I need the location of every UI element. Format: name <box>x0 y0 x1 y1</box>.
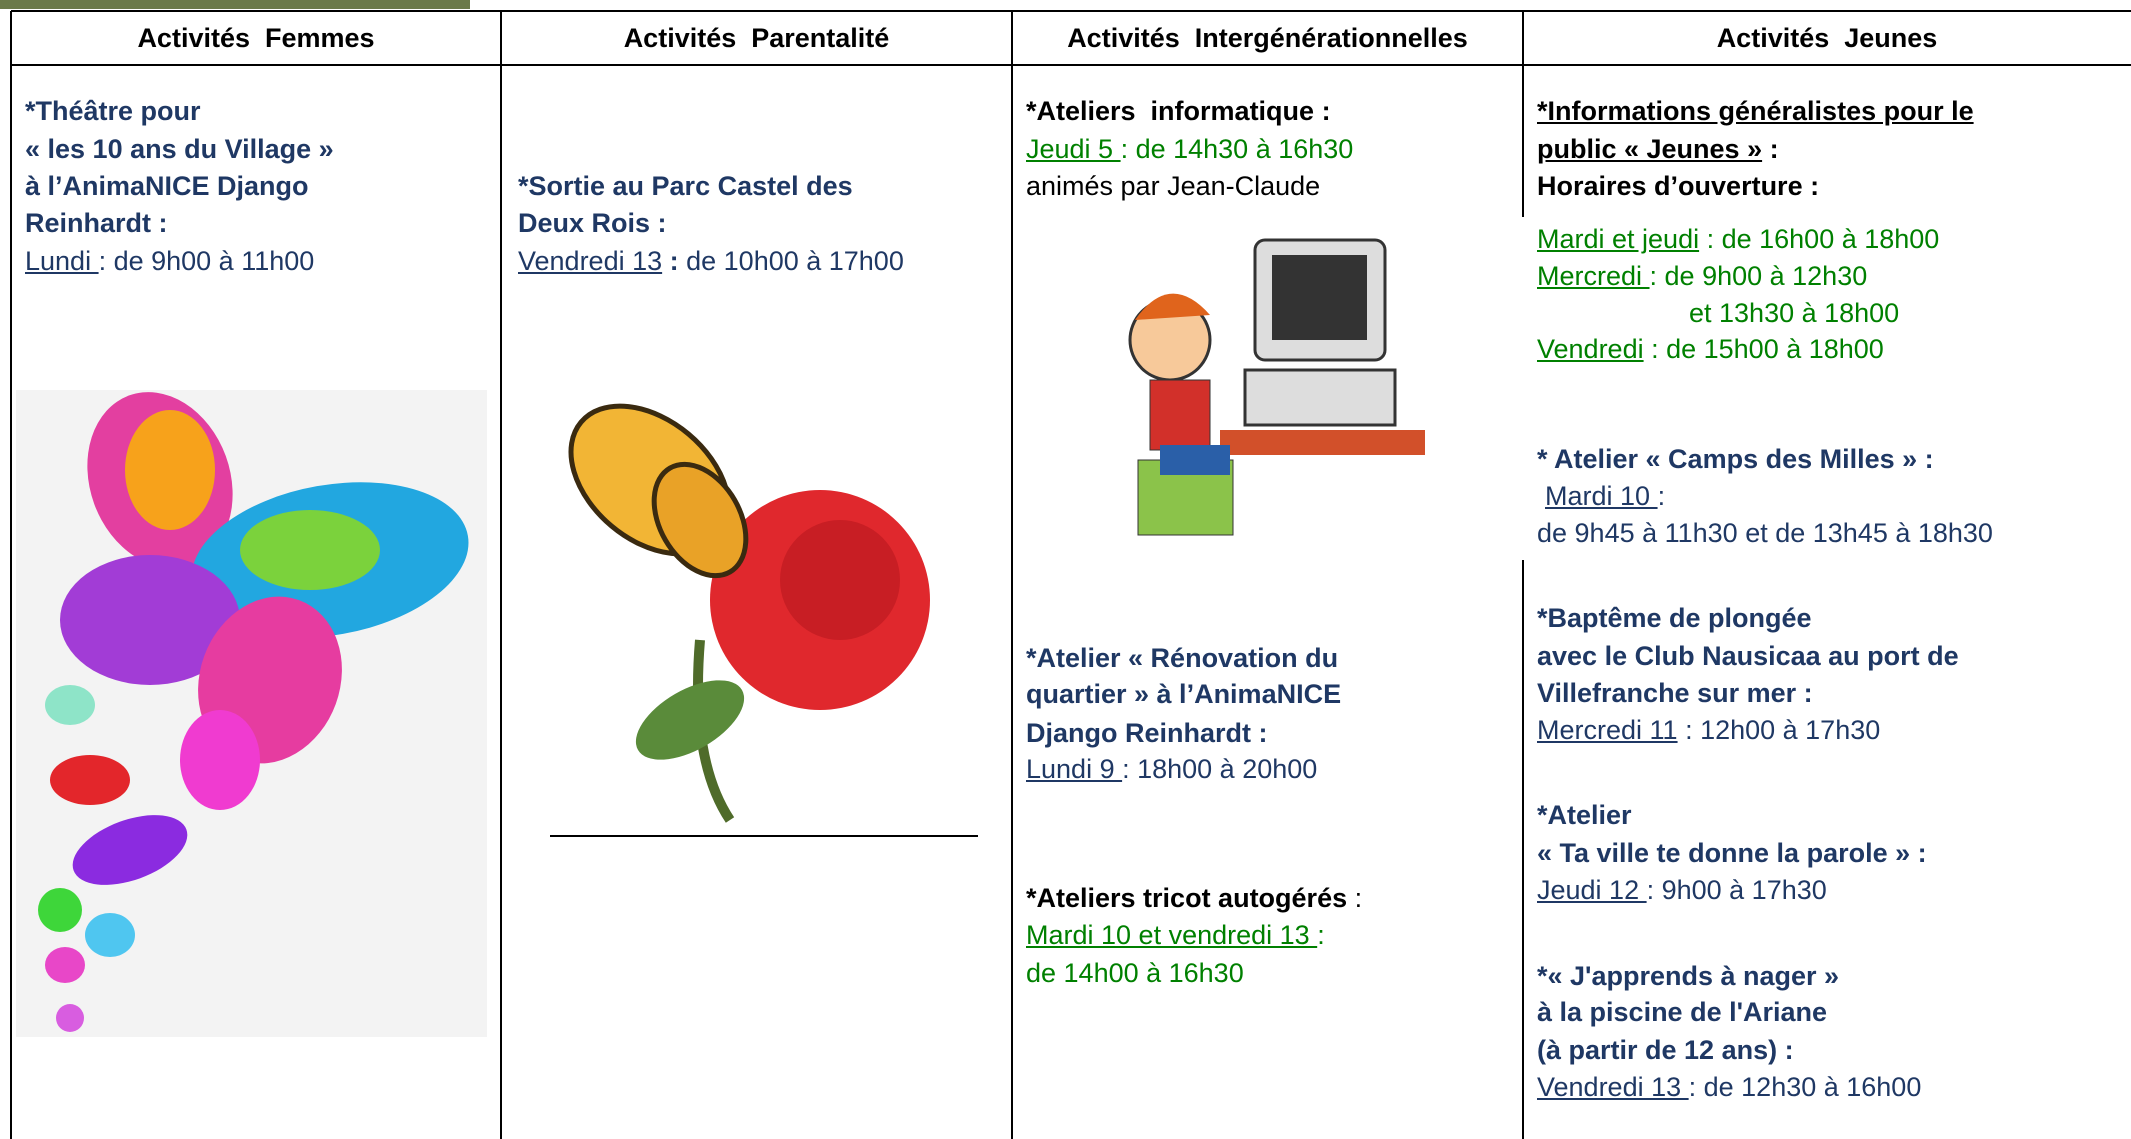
activity-title: *Ateliers tricot autogérés : <box>1026 880 1362 916</box>
day: Vendredi 13 <box>518 246 663 276</box>
title: *Ateliers tricot autogérés <box>1026 883 1348 913</box>
separator: : <box>1347 883 1363 913</box>
computer-image <box>1128 238 1425 536</box>
activity-title: public « Jeunes » : <box>1537 131 1779 167</box>
day: Jeudi 5 <box>1026 134 1121 164</box>
schedule-line: Mercredi : de 9h00 à 12h30 <box>1537 258 1867 294</box>
activity-title: Django Reinhardt : <box>1026 718 1268 748</box>
activity-title: « les 10 ans du Village » <box>25 134 334 164</box>
schedule-line: Vendredi : de 15h00 à 18h00 <box>1537 331 1884 367</box>
activity-title: *Atelier « Rénovation du <box>1026 643 1339 673</box>
schedule-line: Jeudi 5 : de 14h30 à 16h30 <box>1026 131 1353 167</box>
schedule-line: Vendredi 13 : de 12h30 à 16h00 <box>1537 1069 1921 1105</box>
day: Mardi 10 <box>1545 481 1658 511</box>
activity-title: *Atelier <box>1537 800 1632 830</box>
activity-title: Horaires d’ouverture : <box>1537 171 1820 201</box>
day: Lundi <box>25 246 99 276</box>
activity-title: Reinhardt : <box>25 208 168 238</box>
separator: : <box>1762 134 1779 164</box>
activity-title: Deux Rois : <box>518 208 667 238</box>
day: Vendredi <box>1537 334 1644 364</box>
schedule-line: et 13h30 à 18h00 <box>1689 298 1900 328</box>
day: Jeudi 12 <box>1537 875 1647 905</box>
activity-title: *Sortie au Parc Castel des <box>518 171 853 201</box>
activity-title: *Théâtre pour <box>25 96 201 126</box>
day: Vendredi 13 <box>1537 1072 1689 1102</box>
schedule-line: Mercredi 11 : 12h00 à 17h30 <box>1537 712 1880 748</box>
schedule-line: de 14h00 à 16h30 <box>1026 958 1244 988</box>
time: : 9h00 à 17h30 <box>1646 875 1827 905</box>
time: : <box>1657 481 1666 511</box>
column-header: Activités Parentalité <box>623 22 890 53</box>
activity-title: (à partir de 12 ans) : <box>1537 1035 1794 1065</box>
schedule-line: Jeudi 12 : 9h00 à 17h30 <box>1537 872 1827 908</box>
activity-title: à l’AnimaNICE Django <box>25 171 309 201</box>
time: : de 14h30 à 16h30 <box>1120 134 1354 164</box>
activity-title: quartier » à l’AnimaNICE <box>1026 679 1342 709</box>
time: : de 9h00 à 11h00 <box>98 246 315 276</box>
schedule-line: de 9h45 à 11h30 et de 13h45 à 18h30 <box>1537 518 1993 548</box>
schedule-line: Mardi 10 et vendredi 13 : <box>1026 917 1325 953</box>
schedule-line: Vendredi 13 : de 10h00 à 17h00 <box>518 243 904 279</box>
activity-title: *Ateliers informatique : <box>1026 96 1331 126</box>
day: Lundi 9 <box>1026 754 1123 784</box>
schedule-line: Mardi 10 : <box>1545 478 1665 514</box>
activity-title: avec le Club Nausicaa au port de <box>1537 641 1959 671</box>
time: : 12h00 à 17h30 <box>1677 715 1881 745</box>
activity-title: à la piscine de l'Ariane <box>1537 997 1828 1027</box>
day: Mardi et jeudi <box>1537 224 1700 254</box>
activity-title: *« J'apprends à nager » <box>1537 961 1840 991</box>
day: Mardi 10 et vendredi 13 <box>1026 920 1318 950</box>
activity-title: *Informations généralistes pour le <box>1537 96 1974 126</box>
column-header: Activités Jeunes <box>1716 22 1938 53</box>
day: Mercredi <box>1537 261 1650 291</box>
activity-title: * Atelier « Camps des Milles » : <box>1537 444 1934 474</box>
activity-title: Villefranche sur mer : <box>1537 678 1813 708</box>
schedule-line: Lundi : de 9h00 à 11h00 <box>25 243 314 279</box>
schedule-line: Mardi et jeudi : de 16h00 à 18h00 <box>1537 221 1939 257</box>
time: de 10h00 à 17h00 <box>678 246 904 276</box>
rose-image <box>568 403 930 823</box>
time: : 18h00 à 20h00 <box>1122 754 1318 784</box>
time: : de 16h00 à 18h00 <box>1699 224 1940 254</box>
schedule-line: Lundi 9 : 18h00 à 20h00 <box>1026 751 1317 787</box>
activity-title: *Baptême de plongée <box>1537 603 1812 633</box>
time: : de 9h00 à 12h30 <box>1649 261 1868 291</box>
time: : de 12h30 à 16h00 <box>1688 1072 1922 1102</box>
column-header: Activités Femmes <box>137 22 375 53</box>
grid-lines <box>10 10 2131 1139</box>
column-header: Activités Intergénérationnelles <box>1067 22 1468 53</box>
separator: : <box>662 246 679 276</box>
day: Mercredi 11 <box>1537 715 1678 745</box>
butterflies-image <box>16 390 487 1037</box>
time: : <box>1317 920 1325 950</box>
activity-title: « Ta ville te donne la parole » : <box>1537 838 1927 868</box>
top-photo-strip <box>0 0 470 9</box>
time: : de 15h00 à 18h00 <box>1643 334 1884 364</box>
title: public « Jeunes » <box>1537 134 1763 164</box>
note: animés par Jean-Claude <box>1026 171 1321 201</box>
